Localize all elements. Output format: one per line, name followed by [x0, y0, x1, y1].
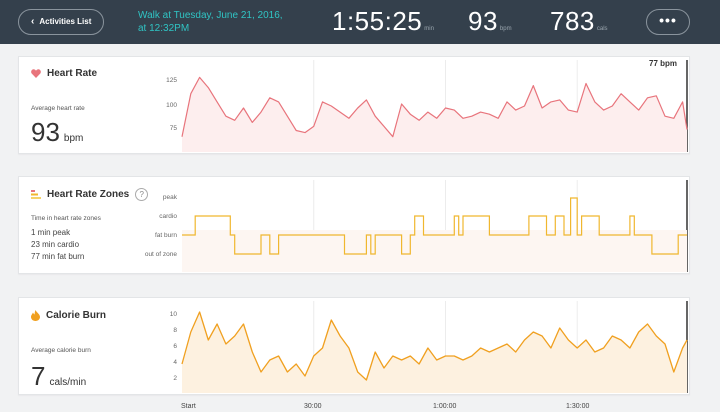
cal-y-tick: 10 [169, 311, 177, 318]
hr-y-tick: 125 [166, 77, 177, 84]
avg-calorie-unit: cals/min [49, 377, 87, 388]
calorie-title: Calorie Burn [31, 310, 106, 321]
activity-title-line2: at 12:32PM [138, 23, 190, 34]
calories-stat: 783 cals [550, 6, 608, 36]
current-heart-rate-label: 77 bpm [649, 59, 677, 68]
current-heart-rate-text: 77 bpm [649, 59, 678, 68]
calories-value: 783 [550, 6, 595, 36]
zones-background [182, 230, 687, 272]
heart-rate-title-text: Heart Rate [47, 68, 98, 79]
time-axis-tick: 30:00 [304, 403, 322, 410]
zones-title: Heart Rate Zones ? [31, 188, 149, 201]
heart-rate-area [182, 77, 687, 152]
activity-title: Walk at Tuesday, June 21, 2016, at 12:32… [138, 9, 298, 35]
cal-y-tick: 8 [173, 327, 177, 334]
zone-y-label: cardio [159, 213, 177, 220]
activity-header-bar: ‹ Activities List Walk at Tuesday, June … [0, 0, 720, 44]
activities-list-label: Activities List [39, 17, 92, 26]
zones-title-text: Heart Rate Zones [47, 189, 130, 200]
zone-summary-cardio: 23 min cardio [31, 240, 80, 249]
calorie-burn-chart [181, 301, 688, 393]
avg-calorie-label: Average calorie burn [31, 347, 91, 354]
avg-heart-rate-unit: bpm [63, 133, 84, 144]
calorie-series-line [181, 311, 688, 381]
hr-y-tick: 100 [166, 102, 177, 109]
more-icon: ••• [659, 12, 677, 28]
zone-y-label: peak [162, 194, 177, 201]
time-axis-tick: Start [181, 403, 196, 410]
zone-summary-peak: 1 min peak [31, 228, 71, 237]
duration-value: 1:55:25 [332, 6, 423, 36]
heart-rate-value: 93 [468, 6, 498, 36]
heart-rate-series-line [181, 76, 688, 138]
cal-y-tick: 2 [173, 375, 177, 382]
time-axis-tick: 1:00:00 [433, 403, 457, 410]
cal-y-tick: 4 [173, 359, 177, 366]
help-icon[interactable]: ? [135, 188, 149, 201]
zones-icon [31, 190, 41, 199]
activities-list-button[interactable]: ‹ Activities List [18, 9, 105, 35]
chevron-left-icon: ‹ [31, 16, 35, 27]
heart-rate-zones-chart [182, 180, 688, 272]
zone-y-label: fat burn [154, 232, 177, 239]
avg-calorie-value: 7 [31, 361, 46, 391]
activity-title-line1: Walk at Tuesday, June 21, 2016, [138, 10, 283, 21]
heart-rate-unit: bpm [499, 26, 512, 32]
heart-rate-stat: 93 bpm [468, 6, 512, 36]
calories-unit: cals [596, 26, 608, 32]
more-options-button[interactable]: ••• [646, 9, 690, 35]
cal-y-tick: 6 [173, 343, 177, 350]
hr-y-tick: 75 [169, 125, 177, 132]
heart-rate-chart [181, 60, 688, 152]
time-in-zones-label: Time in heart rate zones [31, 215, 101, 222]
avg-heart-rate-value: 93 [31, 117, 60, 147]
zone-summary-fatburn: 77 min fat burn [31, 252, 85, 261]
avg-calorie: 7 cals/min [31, 361, 86, 392]
avg-heart-rate-label: Average heart rate [31, 105, 85, 112]
calorie-area [182, 312, 687, 393]
zones-series-line [182, 197, 687, 255]
heart-icon [31, 69, 41, 78]
heart-rate-title: Heart Rate [31, 68, 97, 79]
flame-icon [31, 310, 40, 321]
zone-y-label: out of zone [144, 251, 177, 258]
time-axis-tick: 1:30:00 [566, 403, 590, 410]
duration-unit: min [424, 26, 434, 32]
duration-stat: 1:55:25 min [332, 6, 434, 36]
calorie-title-text: Calorie Burn [46, 310, 107, 321]
avg-heart-rate: 93 bpm [31, 117, 83, 148]
